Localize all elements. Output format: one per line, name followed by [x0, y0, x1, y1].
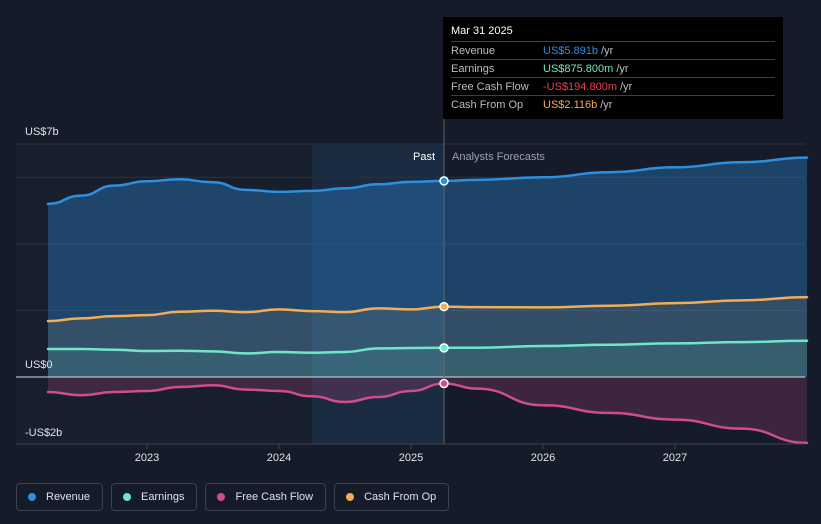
tooltip-label: Cash From Op: [451, 98, 524, 111]
legend-label: Earnings: [141, 491, 185, 503]
series-marker-cash-from-op: [439, 301, 449, 312]
series-area-cash-from-op: [48, 297, 807, 377]
tooltip-unit: /yr: [600, 98, 613, 111]
x-tick-label: 2025: [399, 452, 423, 464]
series-area-earnings: [48, 340, 807, 377]
tooltip-unit: /yr: [601, 44, 614, 57]
legend-dot-icon: [217, 493, 226, 501]
legend-item-revenue[interactable]: Revenue: [16, 483, 104, 511]
series-line-earnings: [46, 339, 809, 355]
series-marker-revenue: [439, 176, 449, 186]
legend-item-free-cash-flow[interactable]: Free Cash Flow: [205, 483, 327, 511]
tooltip-value: -US$194.800m: [543, 80, 617, 93]
tooltip-row-free-cash-flow: Free Cash Flow -US$194.800m /yr: [451, 77, 775, 95]
y-axis-label: US$7b: [25, 126, 59, 138]
legend-label: Cash From Op: [364, 491, 437, 503]
legend-label: Free Cash Flow: [235, 491, 314, 503]
series-area-revenue: [48, 157, 807, 377]
tooltip-value: US$875.800m: [543, 62, 614, 75]
tooltip-unit: /yr: [616, 62, 629, 75]
legend-dot-icon: [123, 493, 132, 501]
series-marker-free-cash-flow: [439, 378, 449, 389]
series-marker-earnings: [439, 343, 449, 353]
y-axis-label: -US$2b: [25, 427, 62, 439]
legend-dot-icon: [28, 493, 36, 501]
region-label-forecast: Analysts Forecasts: [452, 151, 545, 163]
series-area-free-cash-flow: [48, 377, 807, 443]
tooltip-unit: /yr: [620, 80, 633, 93]
tooltip: Mar 31 2025 Revenue US$5.891b /yr Earnin…: [443, 17, 783, 119]
y-axis-label: US$0: [25, 359, 53, 371]
legend-item-cash-from-op[interactable]: Cash From Op: [334, 483, 450, 511]
legend: Revenue Earnings Free Cash Flow Cash Fro…: [16, 483, 450, 511]
series-line-free-cash-flow: [46, 382, 809, 445]
x-tick-label: 2024: [267, 452, 291, 464]
tooltip-row-cash-from-op: Cash From Op US$2.116b /yr: [451, 95, 775, 113]
tooltip-value: US$5.891b: [543, 44, 599, 57]
tooltip-value: US$2.116b: [543, 98, 598, 111]
x-tick-label: 2027: [663, 452, 687, 464]
tooltip-label: Revenue: [451, 44, 496, 57]
highlight-region-bg: [312, 144, 444, 444]
tooltip-label: Free Cash Flow: [451, 80, 529, 93]
series-line-revenue: [46, 156, 809, 206]
legend-item-earnings[interactable]: Earnings: [111, 483, 198, 511]
legend-label: Revenue: [46, 491, 91, 503]
tooltip-date: Mar 31 2025: [451, 25, 513, 37]
tooltip-row-revenue: Revenue US$5.891b /yr: [451, 41, 775, 59]
legend-dot-icon: [346, 493, 355, 501]
tooltip-label: Earnings: [451, 62, 495, 75]
x-tick-label: 2026: [531, 452, 555, 464]
region-label-past: Past: [413, 151, 435, 163]
tooltip-row-earnings: Earnings US$875.800m /yr: [451, 59, 775, 77]
x-tick-label: 2023: [135, 452, 159, 464]
series-line-cash-from-op: [46, 295, 809, 323]
